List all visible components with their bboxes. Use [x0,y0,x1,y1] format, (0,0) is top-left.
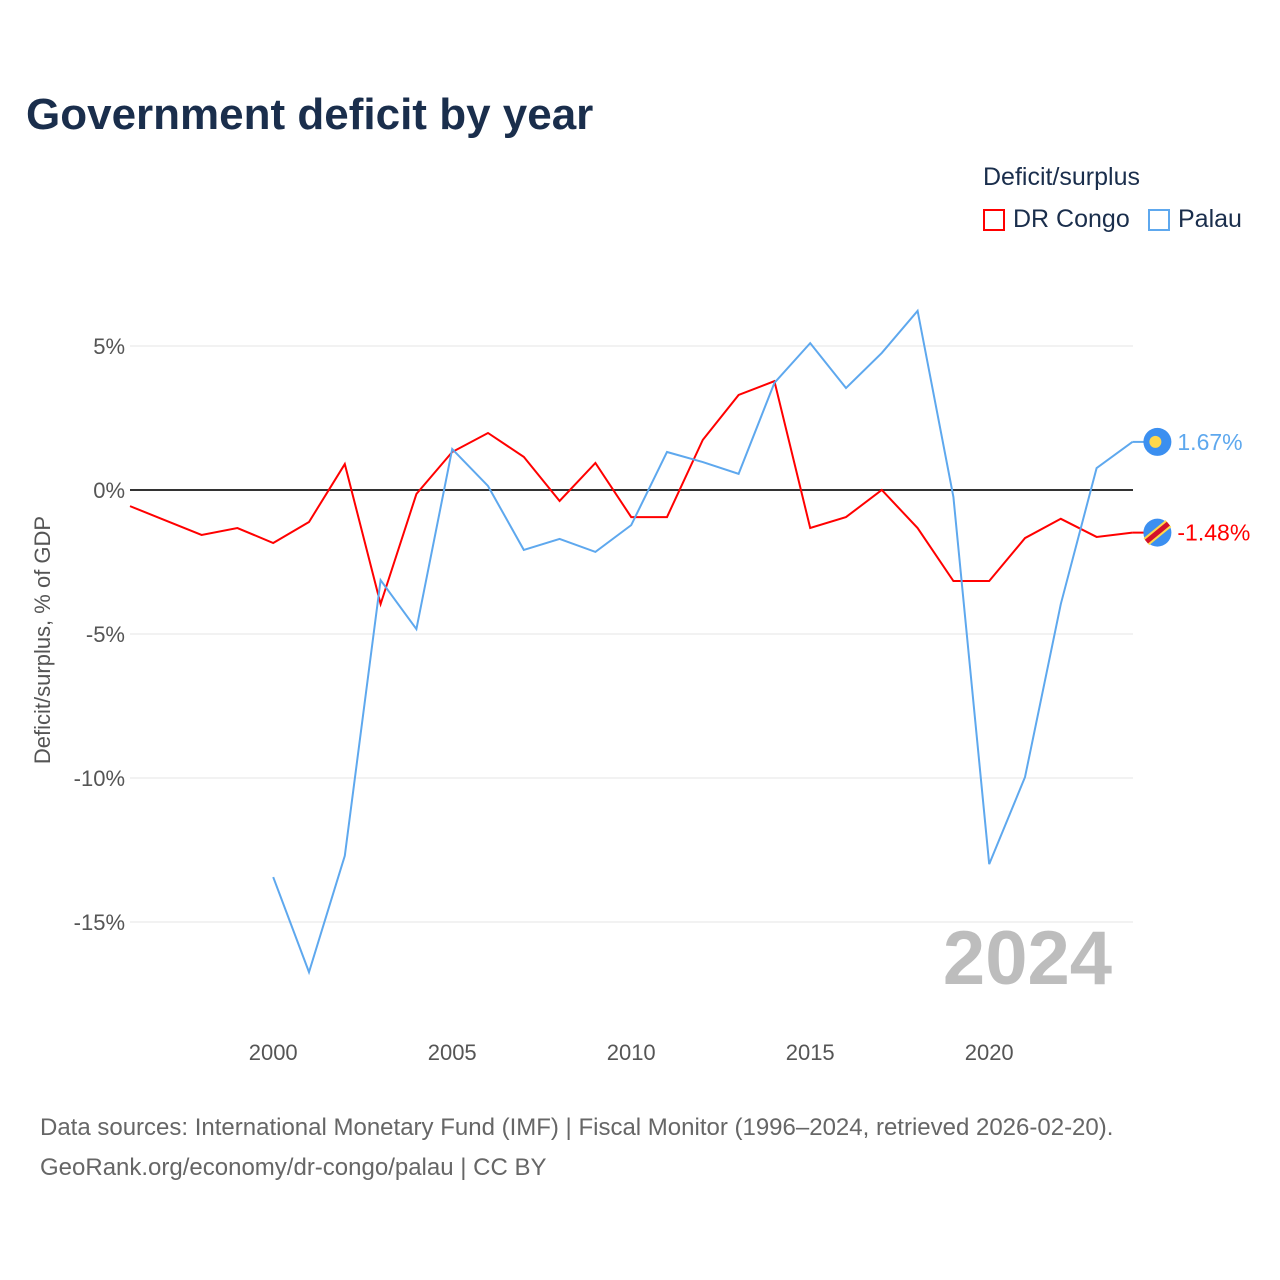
y-tick-label: -10% [74,766,125,791]
source-link[interactable]: GeoRank.org/economy/dr-congo/palau | CC … [40,1154,547,1181]
legend-item-palau[interactable]: Palau [1148,205,1242,234]
y-tick-label: 0% [93,478,125,503]
legend-title: Deficit/surplus [983,163,1140,191]
y-tick-label: -15% [74,910,125,935]
flag-moon [1149,435,1162,448]
y-tick-label: 5% [93,334,125,359]
legend-label: Palau [1178,205,1242,233]
x-tick-label: 2005 [428,1040,477,1065]
x-tick-label: 2000 [249,1040,298,1065]
end-value-label: -1.48% [1177,520,1250,546]
x-tick-label: 2010 [607,1040,656,1065]
legend-label: DR Congo [1013,205,1130,233]
legend-swatch [1148,208,1170,231]
flag-stripe-red [1144,521,1170,544]
y-axis-label: Deficit/surplus, % of GDP [30,516,55,764]
x-tick-label: 2020 [965,1040,1014,1065]
series-line-palau [272,308,1133,976]
source-note: Data sources: International Monetary Fun… [40,1108,1113,1188]
end-value-label: 1.67% [1177,429,1242,455]
x-tick-label: 2015 [786,1040,835,1065]
legend-item-dr-congo[interactable]: DR Congo [983,205,1130,234]
legend-swatch [983,208,1005,231]
source-line: Data sources: International Monetary Fun… [40,1114,1114,1141]
chart-title: Government deficit by year [26,90,594,139]
y-tick-label: -5% [86,622,125,647]
series-line-dr-congo [129,379,1133,608]
year-watermark: 2024 [943,916,1112,1001]
